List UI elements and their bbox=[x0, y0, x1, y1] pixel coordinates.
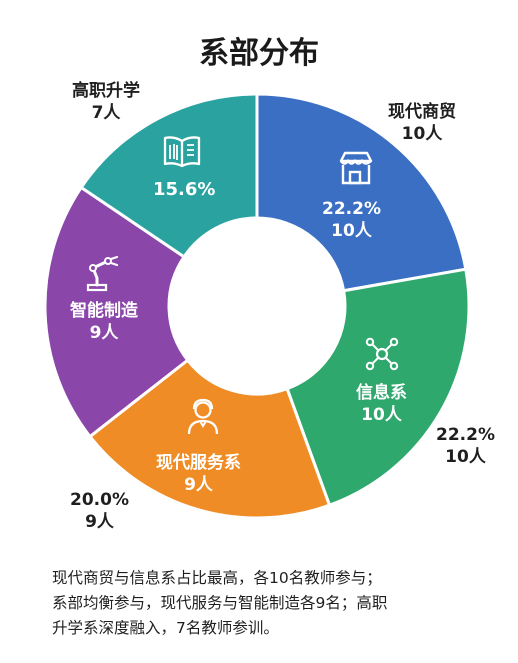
outside-label-commerce-count: 10人 bbox=[401, 124, 443, 144]
outside-label-info: 22.2% 10人 bbox=[436, 424, 495, 468]
slice-label-manufacturing: 智能制造 9人 bbox=[70, 300, 138, 344]
network-icon bbox=[365, 337, 399, 371]
slice-label-info: 信息系 10人 bbox=[356, 382, 407, 426]
donut-slice-5 bbox=[79, 92, 259, 259]
caption-line-3: 升学系深度融入，7名教师参训。 bbox=[52, 619, 279, 637]
slice-label-commerce-percent: 22.2% bbox=[322, 199, 381, 219]
outside-label-commerce: 现代商贸 10人 bbox=[388, 101, 456, 145]
slice-label-service: 现代服务系 9人 bbox=[156, 452, 241, 496]
service-person-icon bbox=[187, 398, 219, 435]
slice-label-info-name: 信息系 bbox=[356, 383, 407, 403]
donut-slice-1 bbox=[255, 92, 468, 293]
slice-label-info-count: 10人 bbox=[361, 405, 402, 425]
donut-slice-4 bbox=[43, 185, 190, 439]
slice-label-service-count: 9人 bbox=[184, 475, 213, 495]
robot-arm-icon bbox=[86, 255, 119, 292]
outside-label-higher-ed: 高职升学 7人 bbox=[72, 80, 140, 124]
outside-label-info-percent: 22.2% bbox=[436, 425, 495, 445]
donut-slice-3 bbox=[87, 358, 332, 520]
slice-label-manufacturing-count: 9人 bbox=[89, 323, 119, 343]
slice-label-commerce-count: 10人 bbox=[331, 221, 372, 241]
slice-label-manufacturing-name: 智能制造 bbox=[70, 301, 138, 321]
slice-label-service-name: 现代服务系 bbox=[156, 453, 241, 473]
slice-label-commerce: 22.2% 10人 bbox=[322, 198, 381, 242]
slice-label-higher-ed: 15.6% bbox=[153, 179, 215, 201]
outside-label-service-percent: 20.0% bbox=[70, 490, 129, 510]
donut-slices bbox=[43, 92, 471, 520]
chart-caption: 现代商贸与信息系占比最高，各10名教师参与； 系部均衡参与，现代服务与智能制造各… bbox=[52, 566, 492, 641]
outside-label-commerce-name: 现代商贸 bbox=[388, 102, 456, 122]
outside-label-service-count: 9人 bbox=[85, 512, 114, 532]
chart-title: 系部分布 bbox=[199, 36, 319, 71]
book-icon bbox=[163, 136, 201, 168]
caption-line-1: 现代商贸与信息系占比最高，各10名教师参与； bbox=[52, 569, 382, 587]
caption-line-2: 系部均衡参与，现代服务与智能制造各9名；高职 bbox=[52, 594, 388, 612]
outside-label-higher-ed-name: 高职升学 bbox=[72, 81, 140, 101]
outside-label-higher-ed-count: 7人 bbox=[91, 103, 121, 123]
outside-label-service: 20.0% 9人 bbox=[70, 489, 129, 533]
store-icon bbox=[339, 151, 373, 185]
slice-label-higher-ed-percent: 15.6% bbox=[153, 179, 216, 200]
outside-label-info-count: 10人 bbox=[445, 447, 486, 467]
donut-slice-2 bbox=[285, 267, 471, 508]
